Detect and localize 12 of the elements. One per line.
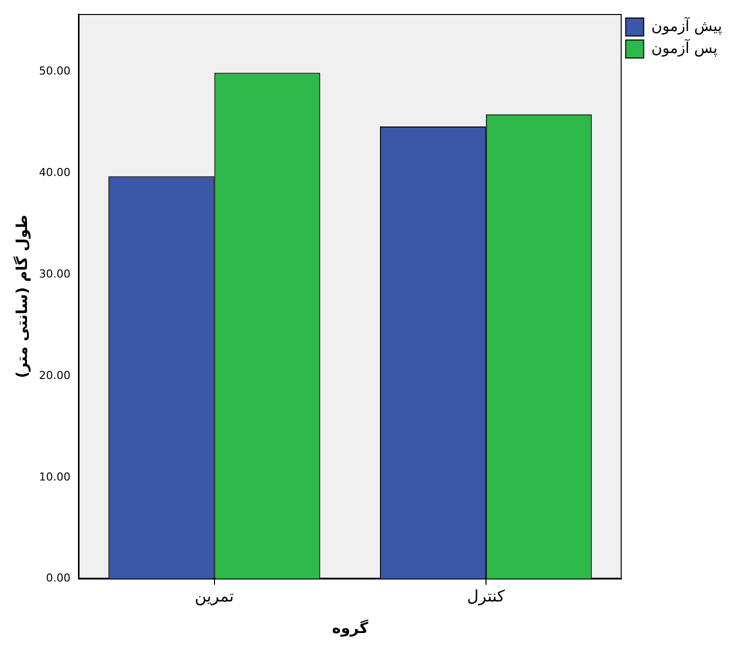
y-tick-label: 0.00 (46, 572, 70, 585)
y-tick-label: 10.00 (38, 470, 70, 484)
legend-label: پیش آزمون (651, 16, 722, 35)
y-tick-label: 20.00 (38, 368, 70, 382)
x-axis-title: گروه (332, 618, 368, 637)
y-tick-label: 30.00 (38, 267, 70, 280)
legend-label: پس آزمون (651, 38, 718, 57)
y-axis-title: طول گام (سانتی متر) (12, 214, 31, 378)
x-tick-label: کنترل (467, 586, 506, 606)
y-tick-label: 40.00 (38, 166, 70, 180)
y-tick-label: 50.00 (38, 64, 70, 78)
x-tick-label: تمرین (194, 586, 234, 606)
